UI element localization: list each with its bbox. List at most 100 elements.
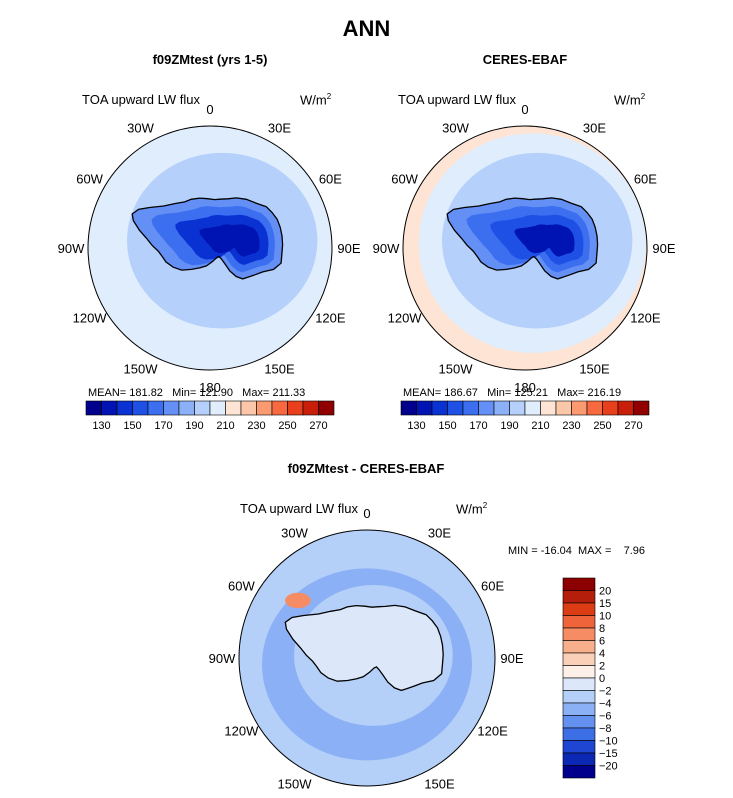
panel-3-lon-label: 180	[356, 796, 378, 798]
colorbar-swatch	[462, 400, 479, 416]
colorbar-swatch	[562, 627, 596, 641]
panel-1-colorbar: 130 150 170 190 210 230 250 270	[85, 400, 335, 432]
colorbar-swatch	[400, 400, 417, 416]
panel-1-variable: TOA upward LW flux	[82, 92, 201, 107]
colorbar-swatch	[225, 400, 242, 416]
colorbar-swatch	[562, 702, 596, 716]
colorbar-swatch	[447, 400, 464, 416]
plateau-core-band	[514, 224, 575, 257]
panel-3-lon-label: 60E	[481, 579, 504, 594]
coastline	[446, 197, 599, 280]
panel-1-lon-label: 30W	[127, 121, 154, 136]
panel-1-max-label: Max=	[242, 387, 270, 399]
colorbar-swatch	[116, 400, 133, 416]
panel-1-lon-label: 60W	[76, 172, 103, 187]
colorbar-swatch	[562, 640, 596, 654]
colorbar-tick-label: 230	[562, 420, 580, 432]
panel-3-min-value: -16.04	[540, 545, 572, 557]
colorbar-tick-label: 270	[624, 420, 642, 432]
panel-3-lon-label: 120E	[477, 724, 508, 739]
panel-2-lon-label: 30E	[583, 121, 606, 136]
coastline	[131, 197, 284, 280]
colorbar-swatch	[302, 400, 319, 416]
colorbar-swatch	[85, 400, 102, 416]
colorbar-swatch	[586, 400, 603, 416]
colorbar-swatch	[132, 400, 149, 416]
panel-2-lon-label: 150E	[579, 361, 610, 376]
panel-3-units-exponent: 2	[482, 501, 488, 510]
panel-3-lon-label: 30W	[281, 525, 308, 540]
colorbar-swatch	[562, 715, 596, 729]
colorbar-swatch	[318, 400, 335, 416]
colorbar-swatch	[562, 690, 596, 704]
panel-1-lon-label: 90E	[337, 241, 360, 256]
colorbar-swatch	[562, 727, 596, 741]
diff-map-border	[238, 529, 496, 787]
panel-3-max-label: MAX =	[578, 545, 612, 557]
panel-3-lon-label: 120W	[224, 724, 259, 739]
panel-2-units-base: W/m	[614, 92, 641, 108]
panel-2-stats: MEAN= 186.67 Min= 125.21 Max= 216.19	[403, 387, 621, 399]
colorbar-tick-label: 10	[599, 611, 611, 623]
panel-1-units-base: W/m	[300, 92, 327, 108]
colorbar-swatch	[562, 752, 596, 766]
colorbar-swatch	[240, 400, 257, 416]
panel-1-lon-label: 60E	[319, 172, 342, 187]
diff-land-inner	[331, 625, 419, 673]
colorbar-swatch	[562, 677, 596, 691]
colorbar-tick-label: 130	[407, 420, 425, 432]
panel-3-map	[238, 529, 496, 787]
panel-2-lon-label: 150W	[439, 361, 474, 376]
panel-1-units: W/m2	[300, 92, 331, 107]
colorbar-swatch	[562, 602, 596, 616]
colorbar-swatch	[571, 400, 588, 416]
colorbar-tick-label: 130	[92, 420, 110, 432]
colorbar-tick-label: −4	[599, 698, 612, 710]
panel-3-lon-label: 150E	[424, 777, 455, 792]
panel-2-variable: TOA upward LW flux	[398, 92, 517, 107]
colorbar-swatch	[562, 652, 596, 666]
colorbar-swatch	[562, 615, 596, 629]
panel-2-min-label: Min=	[487, 387, 512, 399]
colorbar-tick-label: 150	[438, 420, 456, 432]
colorbar-tick-label: 20	[599, 586, 611, 598]
colorbar-swatch	[540, 400, 557, 416]
colorbar-swatch	[562, 577, 596, 591]
diff-coastline	[284, 604, 444, 692]
panel-2-lon-label: 60E	[634, 172, 657, 187]
panel-3-lon-label: 60W	[228, 579, 255, 594]
panel-2-units: W/m2	[614, 92, 645, 107]
panel-1-lon-label: 180	[199, 380, 221, 395]
colorbar-swatch	[562, 665, 596, 679]
colorbar-tick-label: 250	[278, 420, 296, 432]
panel-2-units-exponent: 2	[640, 92, 646, 101]
panel-2-mean-label: MEAN=	[403, 387, 442, 399]
panel-1-lon-label: 120E	[315, 311, 346, 326]
panel-3-units: W/m2	[456, 501, 487, 516]
panel-1-stats: MEAN= 181.82 Min= 121.90 Max= 211.33	[88, 387, 305, 399]
panel-2-title: CERES-EBAF	[482, 52, 568, 67]
colorbar-tick-label: −6	[599, 711, 612, 723]
panel-1-lon-label: 90W	[58, 241, 85, 256]
panel-2-max-value: 216.19	[587, 387, 622, 399]
colorbar-tick-label: −8	[599, 723, 612, 735]
colorbar-swatch	[524, 400, 541, 416]
colorbar-swatch	[562, 590, 596, 604]
colorbar-swatch	[101, 400, 118, 416]
colorbar-tick-label: 210	[531, 420, 549, 432]
panel-2-lon-label: 60W	[391, 172, 418, 187]
panel-1-max-value: 211.33	[272, 387, 306, 399]
panel-1-title: f09ZMtest (yrs 1-5)	[152, 52, 268, 67]
colorbar-swatch	[509, 400, 526, 416]
panel-3-min-label: MIN =	[508, 545, 538, 557]
diff-peninsula-anomaly	[285, 592, 311, 609]
colorbar-tick-label: 190	[185, 420, 203, 432]
panel-1-lon-label: 150E	[264, 361, 295, 376]
colorbar-tick-label: 150	[123, 420, 141, 432]
colorbar-tick-label: 190	[500, 420, 518, 432]
panel-1-lon-label: 0	[206, 102, 213, 117]
colorbar-swatch	[555, 400, 572, 416]
panel-1-lon-label: 30E	[268, 121, 291, 136]
